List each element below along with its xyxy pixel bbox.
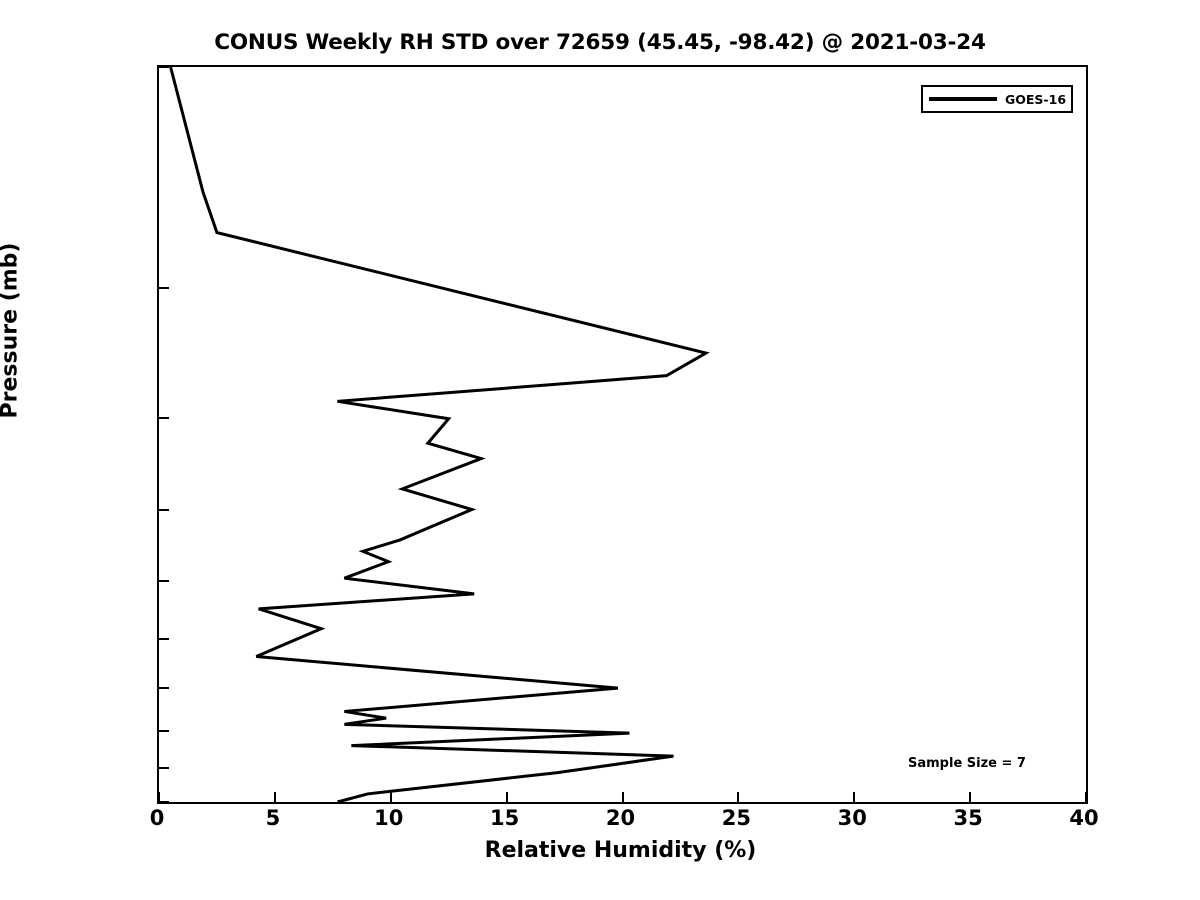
sample-size-annotation: Sample Size = 7 [908, 756, 1026, 771]
y-tick-mark [159, 416, 169, 419]
x-tick-label: 15 [490, 806, 520, 830]
y-tick-mark [159, 637, 169, 640]
legend-label-goes-16: GOES-16 [1005, 91, 1067, 107]
legend[interactable]: GOES-16 [921, 85, 1073, 113]
y-tick-mark [159, 508, 169, 511]
x-tick-label: 30 [837, 806, 867, 830]
y-tick-mark [159, 687, 169, 690]
x-tick-mark [969, 792, 972, 802]
x-tick-mark [505, 792, 508, 802]
x-tick-mark [737, 792, 740, 802]
data-line-goes-16 [169, 66, 710, 804]
x-tick-mark [621, 792, 624, 802]
x-tick-label: 20 [605, 806, 636, 830]
x-tick-mark [158, 792, 160, 802]
x-tick-mark [389, 792, 392, 802]
x-tick-mark [273, 792, 276, 802]
x-tick-label: 25 [721, 806, 751, 830]
y-tick-mark [159, 579, 169, 582]
y-axis-label: Pressure (mb) [0, 242, 23, 419]
x-tick-mark [1085, 792, 1087, 802]
chart-title: CONUS Weekly RH STD over 72659 (45.45, -… [214, 30, 986, 55]
y-tick-mark [159, 66, 169, 68]
y-tick-mark [159, 729, 169, 732]
plot-area [157, 65, 1088, 804]
x-axis-label: Relative Humidity (%) [484, 838, 757, 863]
x-tick-label: 5 [265, 806, 281, 830]
y-tick-mark [159, 287, 169, 290]
data-series-svg [169, 66, 710, 804]
legend-swatch-goes-16 [929, 97, 997, 101]
y-tick-mark [159, 801, 169, 803]
y-tick-mark [159, 767, 169, 770]
x-tick-mark [853, 792, 856, 802]
x-tick-label: 0 [149, 806, 165, 830]
x-tick-label: 35 [953, 806, 983, 830]
x-tick-label: 10 [374, 806, 404, 830]
x-tick-label: 40 [1069, 806, 1099, 830]
